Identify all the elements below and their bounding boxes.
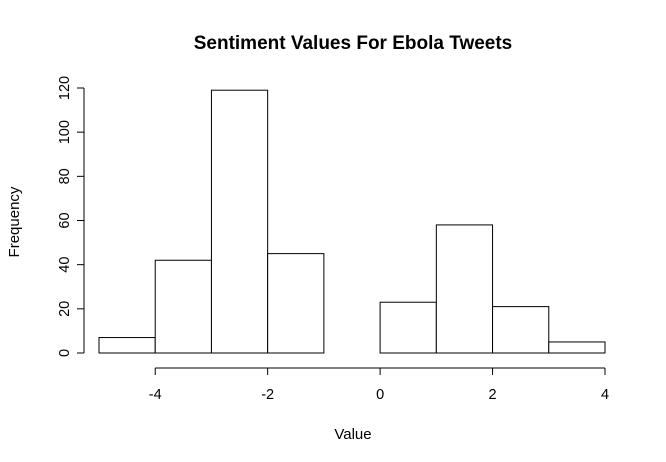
bars-group xyxy=(98,89,606,354)
y-tick-label: 80 xyxy=(57,168,73,184)
histogram-bar xyxy=(210,89,269,354)
x-tick-label: -4 xyxy=(149,387,162,403)
histogram-bar xyxy=(492,306,550,354)
histogram-bar xyxy=(548,341,606,354)
x-tick-label: -2 xyxy=(261,387,274,403)
y-tick-label: 120 xyxy=(57,76,73,100)
y-tick-label: 40 xyxy=(57,257,73,273)
y-tick-label: 20 xyxy=(57,301,73,317)
y-tick-label: 60 xyxy=(57,212,73,228)
y-tick-label: 0 xyxy=(57,349,73,357)
x-tick-label: 2 xyxy=(489,387,497,403)
histogram-bar xyxy=(379,301,437,354)
x-tick-label: 4 xyxy=(601,387,609,403)
chart-title: Sentiment Values For Ebola Tweets xyxy=(194,33,513,54)
y-axis-label: Frequency xyxy=(6,186,23,257)
y-tick-label: 100 xyxy=(57,120,73,144)
histogram-bar xyxy=(98,337,156,354)
x-tick-label: 0 xyxy=(376,387,384,403)
x-axis-label: Value xyxy=(334,426,371,443)
histogram-bar xyxy=(154,259,212,354)
x-axis: -4 -2 0 2 4 xyxy=(149,367,609,403)
y-axis: 0 20 40 60 80 100 120 xyxy=(57,76,85,357)
histogram-bar xyxy=(267,253,325,354)
histogram-bar xyxy=(435,224,494,354)
